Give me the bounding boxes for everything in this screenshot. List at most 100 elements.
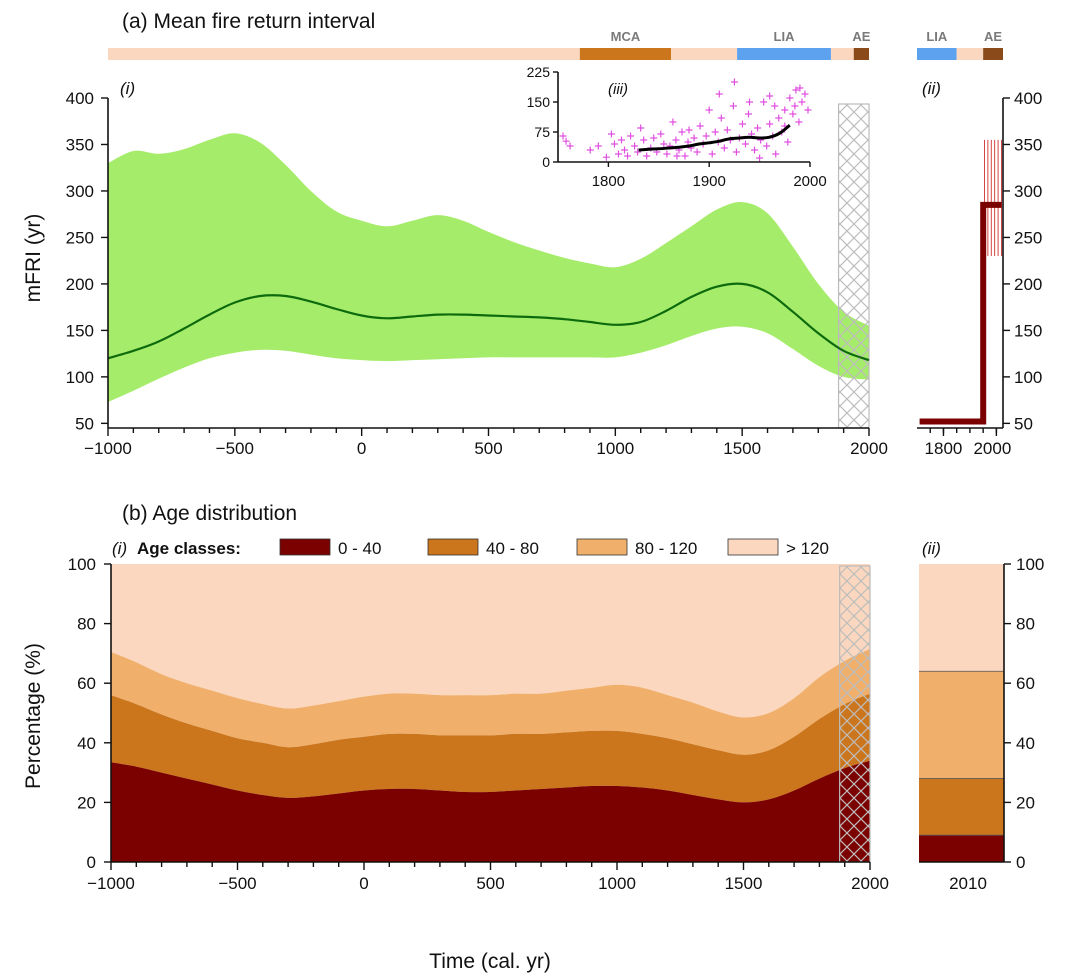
period-segment <box>737 48 831 60</box>
inset-y-tick-label: 225 <box>527 64 551 80</box>
inset-point <box>723 126 731 134</box>
inset-point <box>693 148 701 156</box>
y-tick-label: 0 <box>87 853 96 872</box>
inset-point <box>657 130 665 138</box>
x-category-label: 2010 <box>949 874 987 893</box>
stack-segment <box>919 671 1004 779</box>
period-segment <box>917 48 957 60</box>
inset-point <box>766 120 774 128</box>
inset-point <box>795 118 803 126</box>
inset-point <box>631 142 639 150</box>
inset-point <box>621 146 629 154</box>
x-tick-label: 500 <box>476 874 504 893</box>
inset-point <box>708 150 716 158</box>
inset-point <box>669 118 677 126</box>
legend-swatch <box>727 538 779 556</box>
inset-point <box>681 152 689 160</box>
panel-b-ii-label: (ii) <box>922 539 941 558</box>
panel-b-title: (b) Age distribution <box>122 502 297 525</box>
x-tick-label: −500 <box>216 439 254 458</box>
inset-point <box>602 153 610 161</box>
inset-x-tick-label: 2000 <box>793 173 826 190</box>
inset-point <box>711 128 719 136</box>
y-tick-label: 50 <box>1014 414 1033 433</box>
x-tick-label: 2000 <box>850 439 888 458</box>
inset-point <box>594 142 602 150</box>
x-tick-label: −1000 <box>84 439 132 458</box>
period-bar-side: LIA AE <box>917 29 1003 60</box>
inset-point <box>781 106 789 114</box>
inset-point <box>614 150 622 158</box>
hatched-region <box>837 103 870 429</box>
panel-b-ylabel: Percentage (%) <box>22 643 45 789</box>
y-tick-label: 40 <box>1016 734 1035 753</box>
inset-point <box>792 86 800 94</box>
y-tick-label: 60 <box>1016 674 1035 693</box>
y-tick-label: 150 <box>66 321 94 340</box>
y-tick-label: 80 <box>77 615 96 634</box>
inset-point <box>745 110 753 118</box>
inset-point <box>738 120 746 128</box>
period-label: MCA <box>611 29 641 44</box>
inset-point <box>586 146 594 154</box>
inset-point <box>610 140 618 148</box>
inset-point <box>637 124 645 132</box>
inset-point <box>634 148 642 156</box>
inset-point <box>715 90 723 98</box>
panel-b-i-plot: 0 20 40 60 80 100 −1000 −500 0 500 1000 1500 2000 <box>68 555 889 893</box>
confidence-band <box>108 133 869 402</box>
inset-point <box>678 128 686 136</box>
inset-point <box>559 132 567 140</box>
x-tick-label: 1000 <box>596 439 634 458</box>
inset-y-tick-label: 75 <box>534 124 550 140</box>
inset-point <box>624 152 632 160</box>
inset-point <box>566 142 574 150</box>
panel-b-ii-plot: 0 20 40 60 80 100 2010 <box>919 555 1044 893</box>
inset-point <box>618 136 626 144</box>
inset-point <box>643 152 651 160</box>
legend: Age classes: 0 - 40 40 - 80 80 - 120 > 120 <box>137 538 829 558</box>
inset-point <box>766 92 774 100</box>
y-tick-label: 400 <box>1014 89 1042 108</box>
inset-point <box>660 140 668 148</box>
inset-point <box>627 132 635 140</box>
hatched-region <box>839 565 871 863</box>
inset-point <box>772 150 780 158</box>
x-tick-label: −500 <box>218 874 256 893</box>
period-segment <box>983 48 1003 60</box>
y-tick-label: 350 <box>1014 135 1042 154</box>
panel-a-ii-plot: 50 100 150 200 250 300 350 400 1800 2000 <box>917 89 1042 458</box>
period-segment <box>830 48 854 60</box>
inset-point <box>720 144 728 152</box>
inset-y-tick-label: 0 <box>542 154 550 170</box>
inset-point <box>702 132 710 140</box>
panel-a-iii-inset: 0 75 150 225 1800 1900 2000 (iii) <box>527 64 827 190</box>
panel-a-i-plot: 50 100 150 200 250 300 350 400 −1000 −500 0 500 1000… <box>66 89 888 458</box>
period-bar-main: MCA LIA AE <box>108 29 871 60</box>
y-tick-label: 300 <box>1014 182 1042 201</box>
inset-point <box>798 98 806 106</box>
legend-title: Age classes: <box>137 539 241 558</box>
area-0 <box>111 760 870 862</box>
panel-a-title: (a) Mean fire return interval <box>122 10 375 33</box>
y-tick-label: 100 <box>1016 555 1044 574</box>
y-tick-label: 80 <box>1016 615 1035 634</box>
area-1 <box>111 693 870 803</box>
inset-point <box>756 154 764 162</box>
stack-segment <box>919 564 1004 672</box>
y-tick-label: 40 <box>77 734 96 753</box>
inset-point <box>786 94 794 102</box>
mean-line <box>107 282 870 362</box>
step-line <box>919 201 1002 425</box>
inset-point <box>562 137 570 145</box>
y-tick-label: 20 <box>1016 793 1035 812</box>
inset-point <box>705 106 713 114</box>
y-tick-label: 0 <box>1016 853 1025 872</box>
y-tick-label: 50 <box>75 414 94 433</box>
stack-segment <box>919 778 1004 836</box>
inset-point <box>690 134 698 142</box>
inset-point <box>751 146 759 154</box>
x-tick-label: 2000 <box>851 874 889 893</box>
legend-label: 0 - 40 <box>338 539 381 558</box>
